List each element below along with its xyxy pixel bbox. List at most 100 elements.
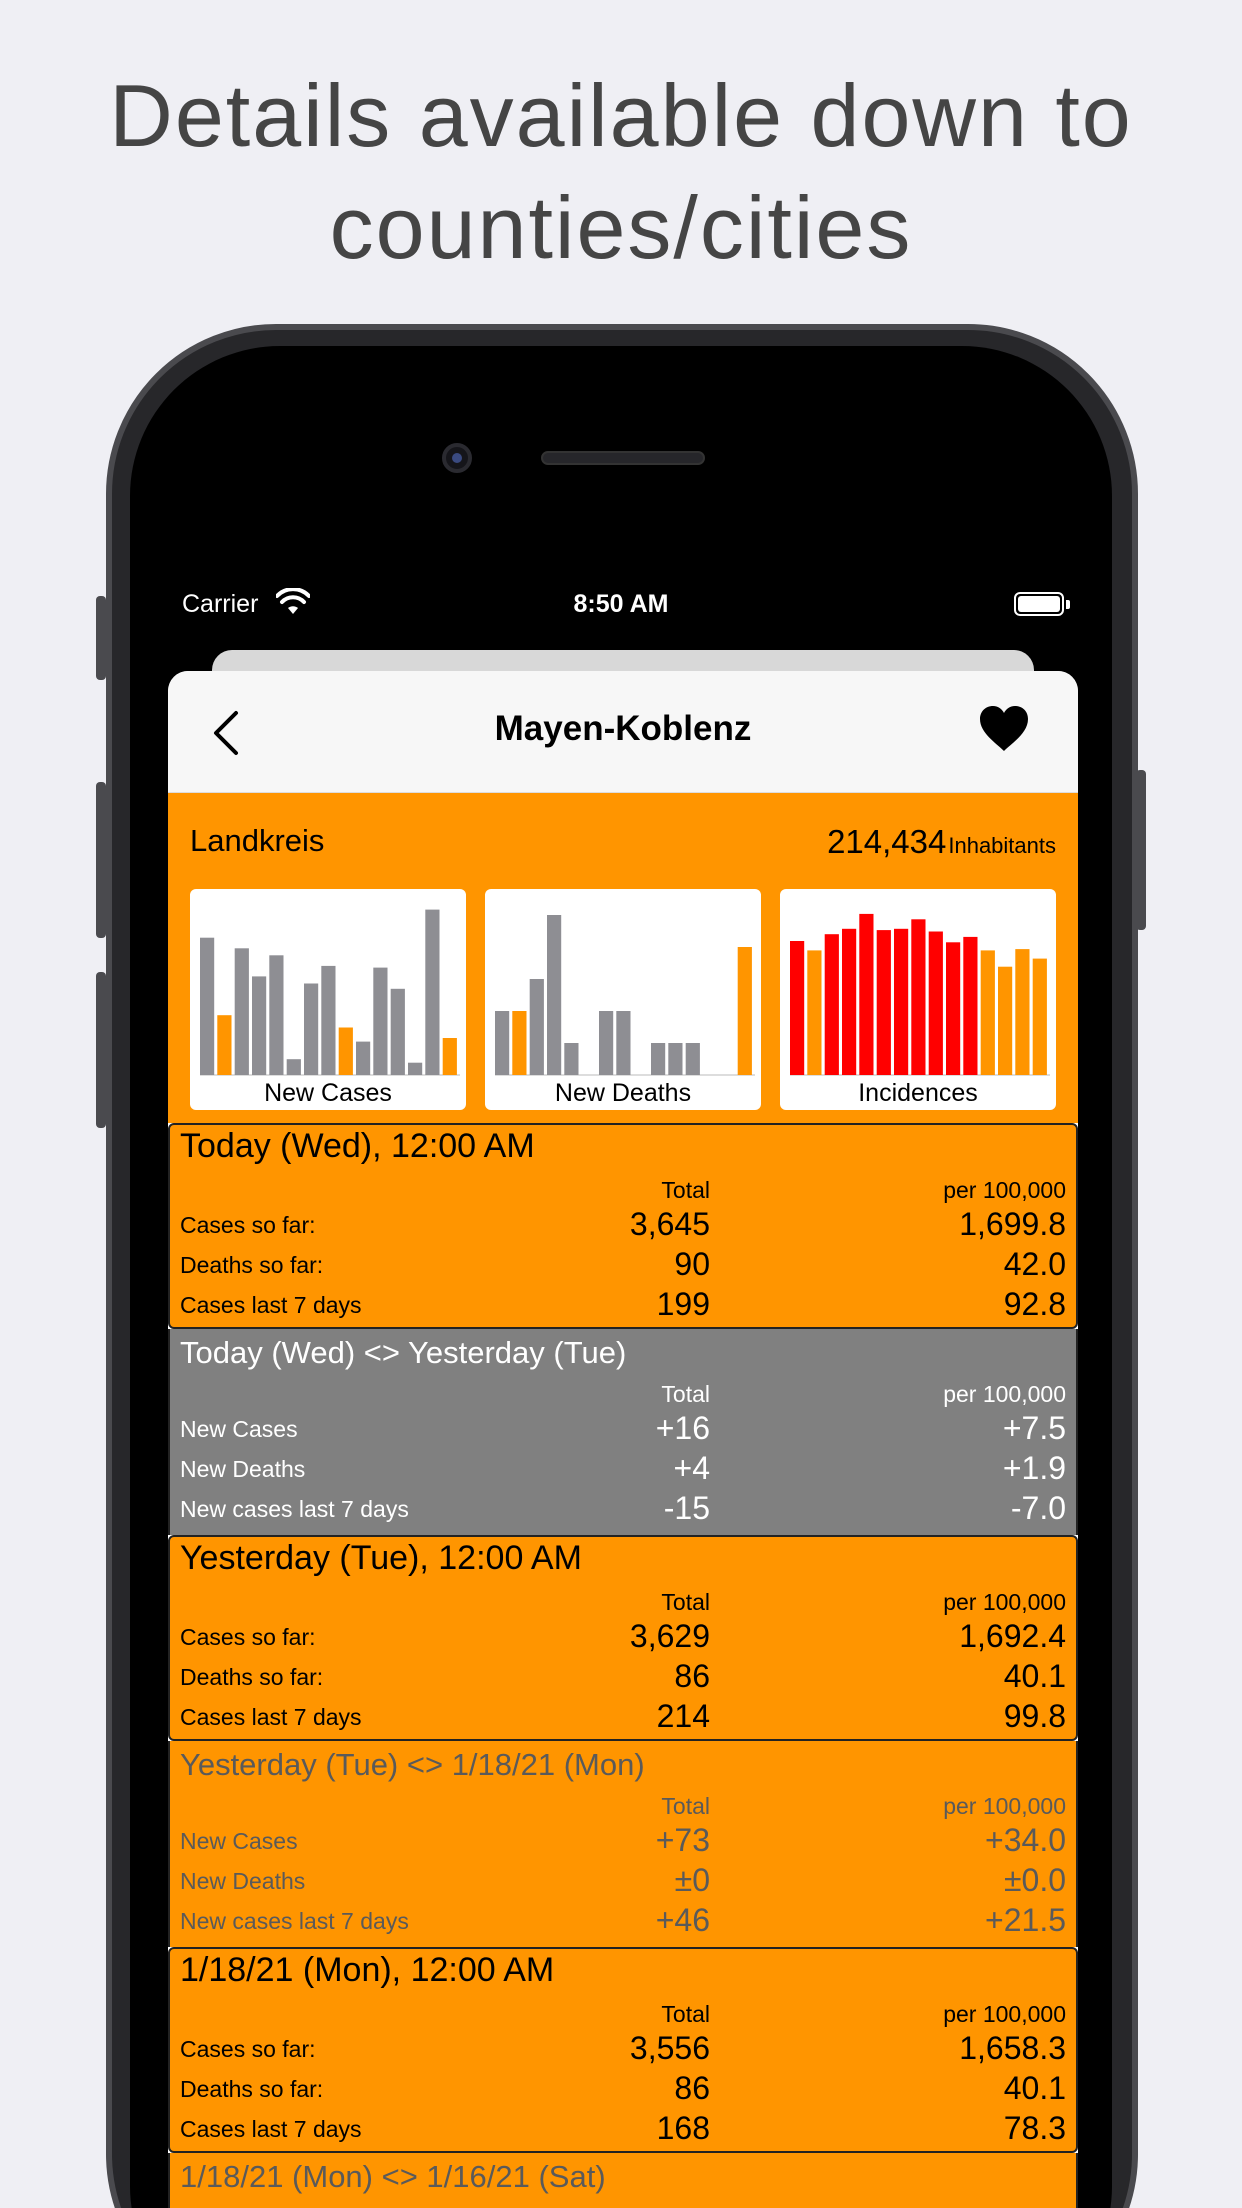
chart-bar (356, 1041, 371, 1075)
battery-cap (1066, 600, 1070, 609)
chart-bar (963, 936, 978, 1075)
row-per-100k: 1,699.8 (959, 1206, 1066, 1242)
chart-bar (685, 1043, 700, 1075)
snapshot-yesterday: Yesterday (Tue), 12:00 AM Total per 100,… (168, 1535, 1078, 1741)
block-title: 1/18/21 (Mon), 12:00 AM (180, 1951, 555, 1989)
chart-bar (824, 934, 839, 1075)
chart-bar (599, 1011, 614, 1075)
carrier-label: Carrier (182, 590, 259, 618)
chart-bar (442, 1038, 457, 1075)
table-row: New Cases +73 +34.0 (180, 1819, 1066, 1859)
row-total: 86 (674, 2070, 710, 2106)
table-row: Cases last 7 days 168 78.3 (180, 2107, 1066, 2147)
row-per-100k: 92.8 (1003, 1286, 1066, 1322)
chart-bar (859, 913, 874, 1075)
new-deaths-chart[interactable]: New Deaths (485, 889, 761, 1110)
row-total: 3,556 (629, 2030, 710, 2066)
region-header: Landkreis 214,434Inhabitants New Cases N… (168, 793, 1078, 1123)
row-label: Deaths so far: (180, 1664, 324, 1690)
row-label: New Cases (180, 1828, 298, 1854)
row-label: Cases last 7 days (180, 1292, 362, 1318)
back-chevron-icon[interactable] (210, 709, 240, 762)
row-label: Cases last 7 days (180, 1704, 362, 1730)
chart-bar (616, 1011, 631, 1075)
new-deaths-chart-svg (495, 915, 755, 1076)
table-row: Cases so far: 3,556 1,658.3 (180, 2027, 1066, 2067)
chart-bar (200, 937, 215, 1075)
chart-bar (911, 919, 926, 1075)
chart-bar (564, 1043, 579, 1075)
row-total: 199 (656, 1286, 710, 1322)
region-type: Landkreis (190, 823, 325, 858)
header-per-100k: per 100,000 (943, 1793, 1066, 1819)
chart-bar (495, 1011, 510, 1075)
chart-bar (269, 955, 284, 1075)
row-total: +16 (655, 1410, 710, 1446)
table-row: New Deaths ±0 ±0.0 (180, 1859, 1066, 1899)
header-total: Total (661, 2001, 710, 2027)
row-per-100k: 99.8 (1003, 1698, 1066, 1734)
row-per-100k: +7.5 (1002, 1410, 1066, 1446)
chart-bar (234, 948, 249, 1075)
chart-bar (651, 1043, 666, 1075)
chart-bar (547, 915, 562, 1075)
chart-bar (390, 988, 405, 1075)
population: 214,434Inhabitants (827, 823, 1056, 861)
table-row: New Deaths +4 +1.9 (180, 1447, 1066, 1487)
row-label: Deaths so far: (180, 2076, 324, 2102)
row-per-100k: 1,658.3 (959, 2030, 1066, 2066)
row-label: Deaths so far: (180, 1252, 324, 1278)
snapshot-today: Today (Wed), 12:00 AM Total per 100,000 … (168, 1123, 1078, 1329)
chart-bar (1032, 958, 1047, 1075)
chart-bar (286, 1059, 301, 1075)
population-value: 214,434 (827, 823, 947, 860)
row-label: New cases last 7 days (180, 1496, 409, 1522)
incidences-chart[interactable]: Incidences (780, 889, 1056, 1110)
table-row: New Cases +16 +7.5 (180, 1407, 1066, 1447)
row-total: +73 (655, 1822, 710, 1858)
chart-bar (980, 950, 995, 1075)
new-deaths-chart-title: New Deaths (554, 1079, 692, 1107)
row-per-100k: 1,692.4 (959, 1618, 1066, 1654)
battery-icon (1014, 592, 1064, 616)
row-label: New Deaths (180, 1456, 306, 1482)
row-per-100k: +34.0 (985, 1822, 1066, 1858)
population-label: Inhabitants (948, 833, 1056, 858)
table-row: Deaths so far: 86 40.1 (180, 2067, 1066, 2107)
chart-bar (1015, 949, 1030, 1075)
header-total: Total (661, 1589, 710, 1615)
row-total: 86 (674, 1658, 710, 1694)
row-total: ±0 (674, 1862, 710, 1898)
favorite-heart-icon[interactable] (978, 705, 1030, 758)
volume-up-button (96, 782, 106, 938)
row-label: New cases last 7 days (180, 1908, 409, 1934)
header-per-100k: per 100,000 (943, 2001, 1066, 2027)
new-cases-chart-title: New Cases (264, 1079, 392, 1107)
snapshot-monday: 1/18/21 (Mon), 12:00 AM Total per 100,00… (168, 1947, 1078, 2153)
chart-bar (252, 976, 267, 1075)
row-label: Cases last 7 days (180, 2116, 362, 2142)
chart-bar (512, 1011, 527, 1075)
table-row: New cases last 7 days +46 +21.5 (180, 1899, 1066, 1939)
row-total: 214 (656, 1698, 710, 1734)
header-total: Total (661, 1381, 710, 1407)
new-cases-chart-svg (200, 909, 460, 1076)
header-per-100k: per 100,000 (943, 1381, 1066, 1407)
row-total: 168 (656, 2110, 710, 2146)
chart-bar (876, 930, 891, 1075)
chart-bar (668, 1043, 683, 1075)
headline: Details available down to counties/citie… (0, 60, 1242, 284)
diff-monday-saturday: 1/18/21 (Mon) <> 1/16/21 (Sat) (168, 2153, 1078, 2208)
row-per-100k: +1.9 (1002, 1450, 1066, 1486)
table-row: New cases last 7 days -15 -7.0 (180, 1487, 1066, 1527)
new-cases-chart[interactable]: New Cases (190, 889, 466, 1110)
headline-line-1: Details available down to (109, 66, 1133, 165)
power-button (1136, 770, 1146, 930)
chart-bar (737, 947, 752, 1075)
row-total: 3,629 (629, 1618, 710, 1654)
chart-bar (928, 931, 943, 1075)
row-total: 3,645 (629, 1206, 710, 1242)
earpiece-speaker (541, 451, 705, 465)
diff-yesterday-monday: Yesterday (Tue) <> 1/18/21 (Mon) Total p… (168, 1741, 1078, 1947)
chart-bar (338, 1027, 353, 1075)
